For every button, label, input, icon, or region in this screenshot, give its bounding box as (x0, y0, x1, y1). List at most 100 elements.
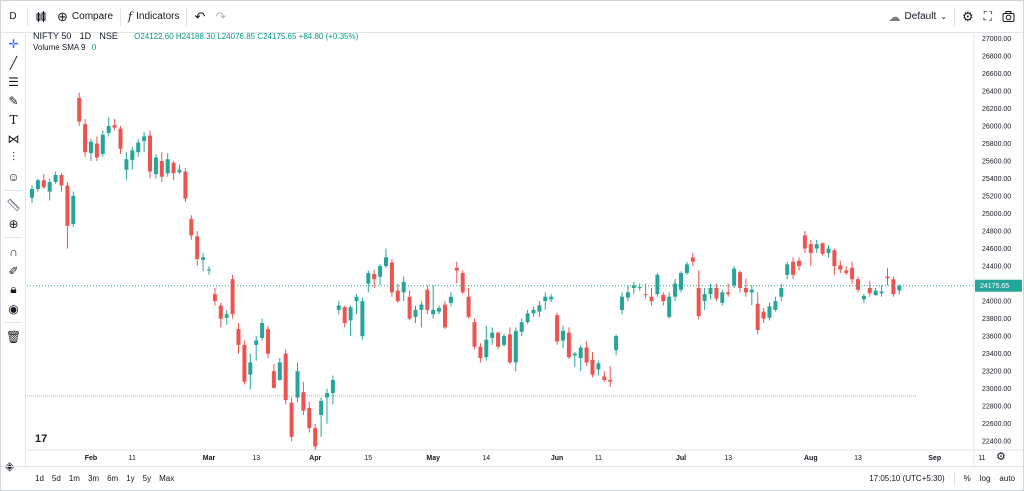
candle-body (136, 142, 141, 153)
brush-icon: ✎ (8, 93, 19, 108)
range-5d[interactable]: 5d (51, 474, 61, 483)
lock-tool[interactable]: 🔒︎ (1, 280, 26, 299)
pattern-tool[interactable]: ⋈ (1, 129, 26, 148)
candle-body (785, 264, 790, 275)
candle-body (649, 296, 654, 302)
redo-button[interactable]: ↷ (210, 5, 231, 29)
magnet-icon: ∩ (9, 244, 18, 259)
price-chart[interactable]: 22400.00 22600.00 22800.00 23000.00 23200.00… (27, 34, 1023, 466)
price-tick-label: 26000.00 (982, 123, 1011, 130)
candle-body (738, 272, 742, 288)
price-tick-label: 26800.00 (982, 53, 1011, 60)
range-3m[interactable]: 3m (87, 474, 100, 483)
zoom-in-tool[interactable]: ⊕ (1, 214, 26, 233)
range-6m[interactable]: 6m (107, 474, 119, 483)
trash-icon: 🗑︎ (5, 329, 22, 344)
candle-body (142, 136, 147, 141)
emoji-icon: ☺ (7, 169, 20, 184)
range-1m[interactable]: 1m (68, 474, 80, 483)
layout-button[interactable]: ☁ Default ⌄ (884, 5, 952, 29)
interval-button[interactable]: D (9, 11, 17, 22)
clock[interactable]: 17:05:10 (UTC+5:30) (869, 474, 945, 483)
undo-button[interactable]: ↶ (189, 5, 210, 29)
candle-body (673, 283, 678, 297)
time-tick-label: 11 (978, 455, 985, 462)
axis-settings-button[interactable]: ⚙ (996, 450, 1006, 463)
ruler-icon: 📏︎ (5, 197, 22, 212)
candle-body (743, 287, 748, 293)
candle-body (732, 268, 737, 286)
range-5y[interactable]: 5y (142, 474, 152, 483)
candle-body (879, 291, 884, 294)
volume-label[interactable]: Volume SMA 9 (33, 43, 86, 52)
fullscreen-button[interactable]: ⛶ (979, 5, 997, 29)
candle-body (242, 344, 247, 382)
lock-icon: 🔒︎ (10, 282, 17, 296)
indicators-button[interactable]: f Indicators (123, 5, 184, 29)
candle-body (679, 273, 683, 290)
candle-body (407, 296, 412, 319)
candle-body (856, 279, 860, 290)
candle-body (94, 143, 99, 158)
range-1d[interactable]: 1d (35, 474, 44, 483)
ohlc-values: O24122.60 H24188.30 L24076.85 C24175.65 … (134, 32, 359, 41)
candle-body (773, 301, 778, 310)
price-tick-label: 26200.00 (982, 106, 1011, 113)
candle-body (59, 175, 64, 186)
settings-button[interactable]: ⚙ (957, 5, 979, 29)
candle-body (372, 273, 377, 280)
price-tick-label: 23200.00 (982, 369, 1011, 376)
compare-button[interactable]: ⊕ Compare (52, 5, 118, 29)
candle-body (814, 244, 819, 249)
bar-style-button[interactable] (30, 5, 52, 29)
text-tool[interactable]: T (1, 110, 26, 129)
candle-body (850, 267, 855, 280)
auto-toggle[interactable]: auto (999, 474, 1015, 483)
candle-body (224, 314, 229, 318)
price-tick-label: 24000.00 (982, 299, 1011, 306)
crosshair-tool[interactable]: ✛ (1, 34, 26, 53)
symbol-name[interactable]: NIFTY 50 (33, 31, 72, 41)
fib-tool[interactable]: ☰ (1, 72, 26, 91)
range-1y[interactable]: 1y (126, 474, 135, 483)
candle-body (802, 235, 807, 249)
candle-body (549, 296, 554, 300)
candle-body (230, 279, 235, 315)
candle-body (348, 307, 353, 321)
candle-body (378, 266, 383, 277)
candle-body (690, 257, 695, 262)
snapshot-button[interactable] (997, 5, 1023, 29)
candle-body (566, 332, 571, 358)
candle-body (590, 359, 595, 375)
candle-body (779, 287, 784, 297)
candle-body (484, 339, 489, 358)
candle-body (425, 289, 430, 310)
lock-drawing-tool[interactable]: ✐ (1, 261, 26, 280)
candle-body (637, 287, 642, 289)
candle-body (65, 185, 70, 226)
candle-body (236, 329, 241, 345)
hide-tool[interactable]: ◉ (1, 299, 26, 318)
range-max[interactable]: Max (159, 474, 175, 483)
log-toggle[interactable]: log (979, 474, 991, 483)
candle-body (100, 134, 105, 154)
emoji-tool[interactable]: ☺ (1, 167, 26, 186)
candle-body (448, 296, 453, 303)
delete-tool[interactable]: 🗑︎ (1, 327, 26, 346)
time-tick-label: Jun (551, 455, 563, 462)
tradingview-logo[interactable]: 17 (35, 433, 48, 445)
percent-toggle[interactable]: % (963, 474, 971, 483)
candle-body (47, 182, 52, 192)
ruler-tool[interactable]: 📏︎ (1, 195, 26, 214)
chart-legend: NIFTY 50 1D NSE O24122.60 H24188.30 L240… (33, 31, 358, 53)
magnet-tool[interactable]: ∩ (1, 242, 26, 261)
candle-body (897, 285, 902, 291)
measure-tools-icon: ⫶ (11, 150, 15, 164)
measure-tools[interactable]: ⫶ (1, 148, 26, 167)
time-tick-label: Aug (804, 455, 818, 462)
brush-tool[interactable]: ✎ (1, 91, 26, 110)
candle-body (35, 180, 40, 190)
candle-body (891, 279, 896, 295)
trend-line-tool[interactable]: ╱ (1, 53, 26, 72)
candle-body (625, 292, 630, 298)
